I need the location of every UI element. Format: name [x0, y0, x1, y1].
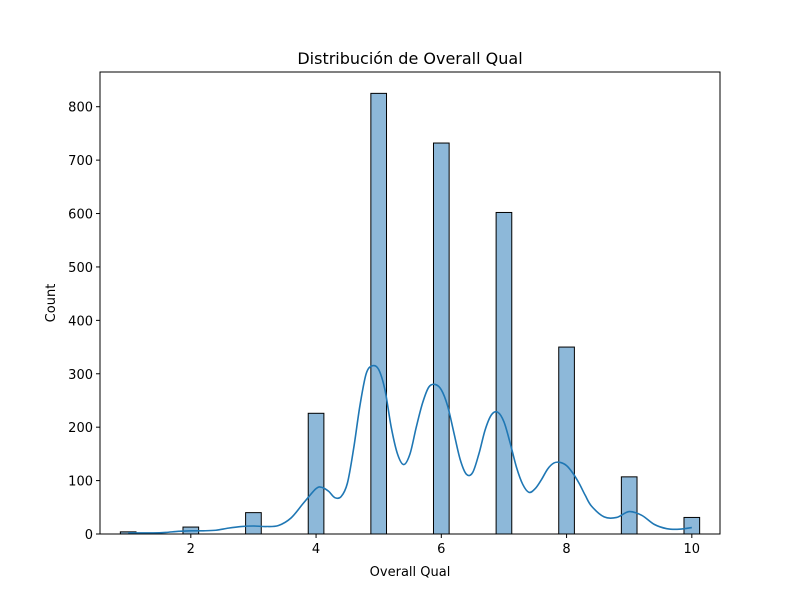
histogram-bar	[432, 142, 450, 535]
y-tick-label: 300	[68, 368, 93, 383]
y-tick-label: 0	[85, 528, 93, 543]
y-tick-label: 400	[68, 314, 93, 329]
histogram-bar	[558, 346, 575, 535]
x-tick-label: 2	[187, 542, 195, 557]
y-tick-label: 500	[68, 261, 93, 276]
kde-layer	[128, 364, 692, 534]
histogram-bar	[495, 211, 513, 535]
chart-title: Distribución de Overall Qual	[297, 49, 522, 68]
x-tick-label: 4	[312, 542, 320, 557]
histogram-bar	[683, 516, 701, 535]
y-tick-label: 800	[68, 101, 93, 116]
y-tick-label: 200	[68, 421, 93, 436]
x-tick-label: 8	[562, 542, 570, 557]
histogram-bar	[307, 412, 325, 535]
histogram-bar	[620, 476, 638, 535]
x-axis-title: Overall Qual	[370, 565, 451, 580]
y-axis-title: Count	[44, 284, 59, 323]
y-tick-label: 700	[68, 154, 93, 169]
x-tick-label: 10	[684, 542, 701, 557]
y-tick-label: 100	[68, 475, 93, 490]
kde-line	[128, 364, 692, 534]
bars-layer	[119, 92, 701, 535]
x-tick-label: 6	[437, 542, 445, 557]
histogram-bar	[245, 512, 262, 535]
plot-frame	[99, 71, 721, 535]
y-tick-label: 600	[68, 208, 93, 223]
histogram-bar	[370, 92, 388, 535]
